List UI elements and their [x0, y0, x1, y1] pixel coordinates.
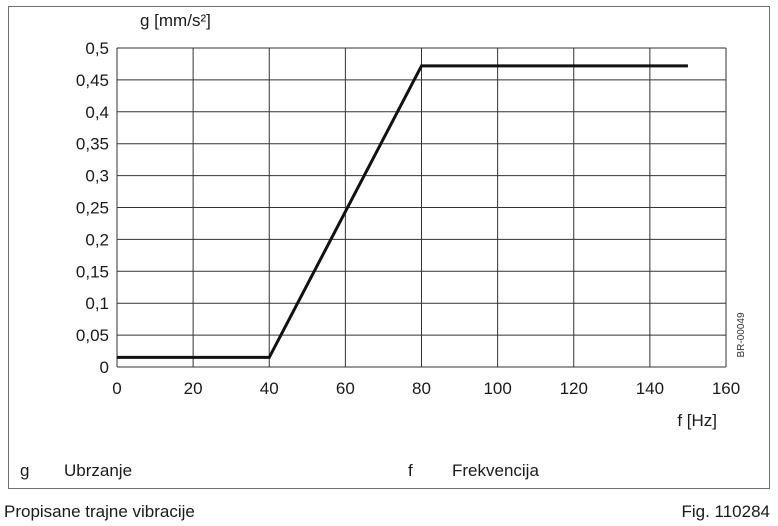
x-tick-label: 20	[184, 379, 203, 398]
y-tick-label: 0	[100, 358, 109, 377]
figure-code-label: BR-00049	[736, 312, 747, 357]
y-tick-labels: 0 0,05 0,1 0,15 0,2 0,25 0,3 0,35 0,4 0,45 0,5	[76, 39, 109, 377]
x-tick-label: 40	[260, 379, 279, 398]
x-tick-label: 0	[112, 379, 121, 398]
y-tick-label: 0,2	[85, 230, 109, 249]
data-series	[117, 64, 688, 359]
chart-grid	[116, 47, 727, 368]
legend-item-g: g	[20, 461, 29, 481]
y-tick-label: 0,1	[85, 294, 109, 313]
legend-text-g: Ubrzanje	[64, 461, 133, 480]
y-tick-label: 0,25	[76, 199, 109, 218]
x-tick-label: 120	[560, 379, 588, 398]
series-line	[117, 64, 688, 359]
legend-text-f: Frekvencija	[452, 461, 539, 480]
figure-caption: Propisane trajne vibracije	[4, 502, 195, 521]
x-tick-label: 100	[483, 379, 511, 398]
figure-number: Fig. 110284	[681, 502, 770, 521]
y-tick-label: 0,4	[85, 103, 109, 122]
y-axis-label: g [mm/s²]	[140, 11, 211, 30]
x-tick-label: 160	[712, 379, 740, 398]
x-tick-label: 60	[336, 379, 355, 398]
x-tick-label: 140	[636, 379, 664, 398]
y-tick-label: 0,15	[76, 262, 109, 281]
legend-item-f: f	[408, 461, 413, 481]
x-tick-label: 80	[412, 379, 431, 398]
y-tick-label: 0,05	[76, 326, 109, 345]
legend-symbol-f: f	[408, 461, 413, 480]
y-tick-label: 0,3	[85, 167, 109, 186]
x-tick-labels: 0 20 40 60 80 100 120 140 160	[112, 379, 740, 398]
acceleration-frequency-chart: 0 0,05 0,1 0,15 0,2 0,25 0,3 0,35 0,4 0,45 0,5 0 20…	[76, 11, 747, 430]
legend-symbol-g: g	[20, 461, 30, 480]
figure-frame	[8, 6, 770, 489]
y-tick-label: 0,5	[85, 39, 109, 58]
x-axis-label: f [Hz]	[677, 411, 717, 430]
y-tick-label: 0,35	[76, 135, 109, 154]
y-tick-label: 0,45	[76, 71, 109, 90]
